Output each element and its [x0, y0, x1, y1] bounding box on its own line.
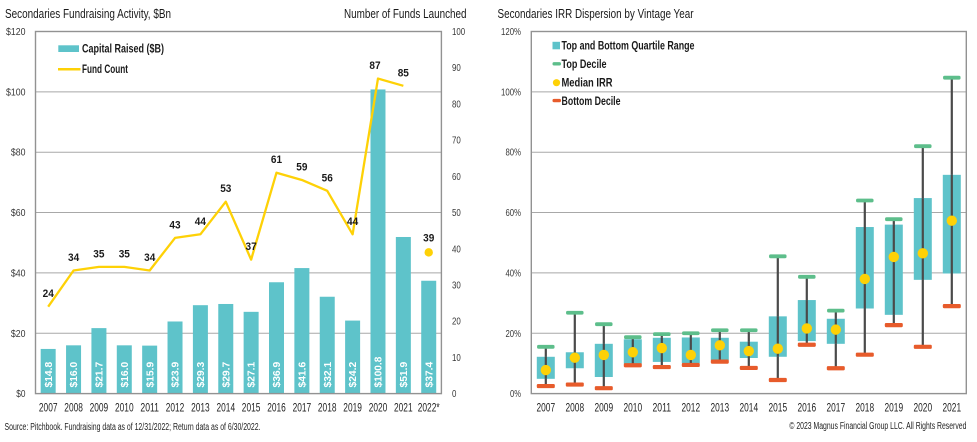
svg-text:2019: 2019	[885, 403, 904, 415]
svg-text:56: 56	[322, 172, 333, 184]
svg-text:44: 44	[195, 216, 207, 228]
svg-text:2014: 2014	[217, 403, 236, 415]
svg-text:$16.0: $16.0	[68, 362, 80, 388]
svg-text:$29.7: $29.7	[220, 362, 232, 388]
svg-text:100%: 100%	[501, 87, 521, 98]
svg-text:35: 35	[119, 248, 130, 260]
svg-text:2021: 2021	[394, 403, 413, 415]
svg-text:2014: 2014	[740, 403, 759, 415]
svg-text:2013: 2013	[191, 403, 210, 415]
svg-text:2015: 2015	[769, 403, 788, 415]
svg-text:2018: 2018	[856, 403, 875, 415]
svg-text:$36.9: $36.9	[271, 362, 283, 388]
svg-text:2016: 2016	[798, 403, 817, 415]
svg-text:2020: 2020	[369, 403, 388, 415]
svg-text:100: 100	[452, 27, 466, 38]
svg-text:$27.1: $27.1	[246, 362, 258, 388]
svg-text:60%: 60%	[506, 208, 522, 219]
svg-text:$0: $0	[16, 389, 26, 400]
svg-text:43: 43	[169, 219, 180, 231]
svg-text:50: 50	[452, 208, 461, 219]
svg-text:Top and Bottom Quartile Range: Top and Bottom Quartile Range	[562, 41, 695, 53]
svg-text:80%: 80%	[506, 148, 522, 159]
svg-text:$41.6: $41.6	[296, 362, 308, 388]
svg-text:2008: 2008	[566, 403, 585, 415]
svg-text:2008: 2008	[64, 403, 83, 415]
svg-text:© 2023 Magnus Financial Group: © 2023 Magnus Financial Group LLC. All R…	[789, 421, 966, 432]
svg-text:2009: 2009	[90, 403, 109, 415]
svg-text:40: 40	[452, 244, 461, 255]
svg-text:$60: $60	[11, 208, 26, 219]
svg-text:53: 53	[220, 183, 231, 195]
svg-text:70: 70	[452, 136, 461, 147]
svg-text:2011: 2011	[653, 403, 672, 415]
svg-text:Median IRR: Median IRR	[562, 78, 614, 90]
svg-text:39: 39	[423, 232, 434, 244]
svg-text:Secondaries IRR Dispersion by: Secondaries IRR Dispersion by Vintage Ye…	[498, 6, 695, 21]
svg-text:2018: 2018	[318, 403, 337, 415]
svg-text:$32.1: $32.1	[322, 362, 334, 388]
svg-text:24: 24	[43, 288, 55, 300]
svg-text:$16.0: $16.0	[119, 362, 131, 388]
svg-text:2013: 2013	[711, 403, 730, 415]
svg-text:34: 34	[68, 252, 80, 264]
svg-text:$14.8: $14.8	[43, 362, 55, 388]
svg-text:$23.9: $23.9	[170, 362, 182, 388]
svg-text:87: 87	[369, 60, 380, 72]
svg-text:2007: 2007	[39, 403, 58, 415]
svg-text:2012: 2012	[682, 403, 701, 415]
svg-text:44: 44	[347, 216, 359, 228]
svg-text:2017: 2017	[827, 403, 846, 415]
svg-text:$15.9: $15.9	[144, 362, 156, 388]
svg-text:Source: Pitchbook. Fundraising: Source: Pitchbook. Fundraising data as o…	[5, 422, 261, 433]
svg-text:2011: 2011	[140, 403, 159, 415]
svg-text:20%: 20%	[506, 329, 522, 340]
svg-text:40%: 40%	[506, 268, 522, 279]
svg-text:$120: $120	[6, 27, 26, 38]
svg-text:2007: 2007	[537, 403, 556, 415]
svg-text:2016: 2016	[267, 403, 286, 415]
svg-text:2015: 2015	[242, 403, 261, 415]
svg-text:Secondaries Fundraising Activi: Secondaries Fundraising Activity, $Bn	[5, 6, 171, 21]
svg-text:Bottom Decile: Bottom Decile	[562, 96, 621, 108]
svg-text:2020: 2020	[914, 403, 933, 415]
svg-text:2022*: 2022*	[418, 403, 440, 415]
svg-text:10: 10	[452, 353, 461, 364]
svg-text:34: 34	[144, 252, 156, 264]
svg-text:61: 61	[271, 154, 282, 166]
svg-text:$20: $20	[11, 329, 26, 340]
svg-text:$40: $40	[11, 268, 26, 279]
svg-text:20: 20	[452, 317, 461, 328]
svg-text:Capital Raised ($B): Capital Raised ($B)	[82, 43, 164, 55]
svg-text:Fund Count: Fund Count	[82, 64, 128, 76]
svg-text:59: 59	[296, 162, 307, 174]
svg-text:2017: 2017	[293, 403, 312, 415]
svg-text:2010: 2010	[624, 403, 643, 415]
svg-text:Number of Funds Launched: Number of Funds Launched	[344, 6, 467, 21]
svg-text:0%: 0%	[510, 389, 521, 400]
svg-text:2009: 2009	[595, 403, 614, 415]
svg-text:$51.9: $51.9	[398, 362, 410, 388]
svg-text:2019: 2019	[343, 403, 362, 415]
svg-text:30: 30	[452, 281, 461, 292]
svg-text:37: 37	[246, 241, 257, 253]
svg-text:$100: $100	[6, 87, 26, 98]
svg-text:0: 0	[452, 389, 457, 400]
svg-text:60: 60	[452, 172, 461, 183]
svg-text:$21.7: $21.7	[94, 362, 106, 388]
svg-text:120%: 120%	[501, 27, 521, 38]
svg-text:Top Decile: Top Decile	[562, 59, 607, 71]
svg-text:$100.8: $100.8	[373, 357, 385, 388]
svg-text:80: 80	[452, 99, 461, 110]
svg-text:35: 35	[93, 248, 104, 260]
svg-text:90: 90	[452, 63, 461, 74]
svg-text:$80: $80	[11, 148, 26, 159]
svg-text:$37.4: $37.4	[423, 362, 435, 388]
svg-text:2010: 2010	[115, 403, 134, 415]
svg-text:$29.3: $29.3	[195, 362, 207, 388]
svg-text:2021: 2021	[943, 403, 962, 415]
svg-text:$24.2: $24.2	[347, 362, 359, 388]
svg-text:85: 85	[398, 67, 409, 79]
svg-text:2012: 2012	[166, 403, 185, 415]
